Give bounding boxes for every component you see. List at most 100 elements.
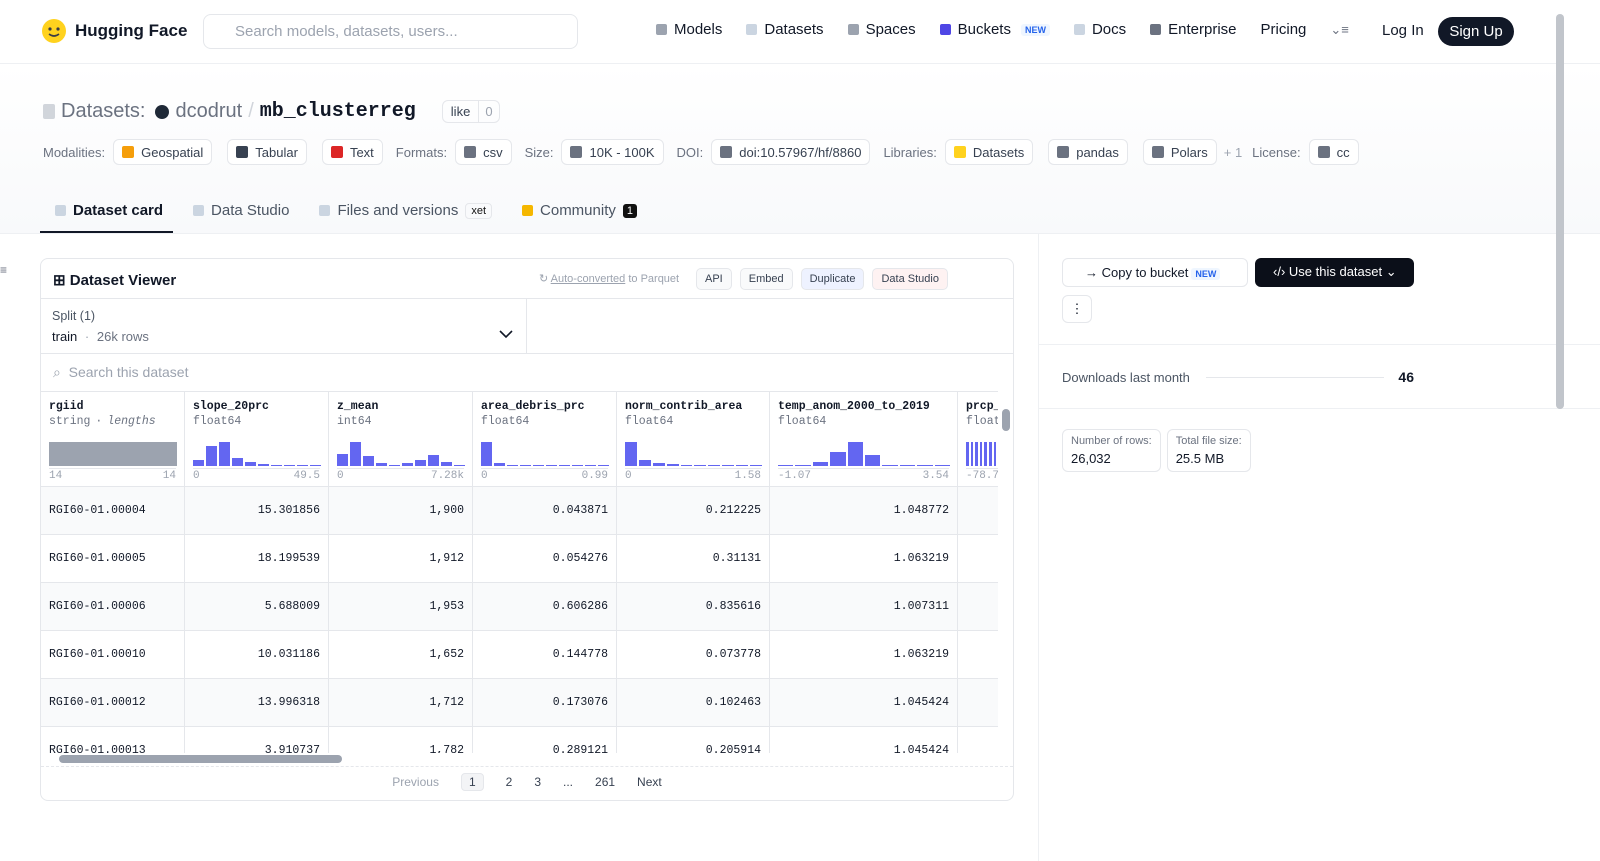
- tab[interactable]: Files and versions xet: [304, 196, 507, 234]
- histogram-bar[interactable]: [284, 465, 295, 466]
- meta-tag[interactable]: Polars: [1142, 139, 1217, 165]
- column-name[interactable]: z_mean: [337, 400, 379, 413]
- cell[interactable]: RGI60-01.00012: [41, 679, 184, 727]
- meta-tag[interactable]: Text: [321, 139, 383, 165]
- histogram-bar[interactable]: [966, 442, 969, 466]
- cell[interactable]: 1,782: [329, 727, 472, 753]
- cell[interactable]: 13.996318: [185, 679, 328, 727]
- cell[interactable]: RGI60-01.00006: [41, 583, 184, 631]
- split-select[interactable]: Split (1) train · 26k rows: [41, 299, 527, 354]
- cell[interactable]: 0.043871: [473, 487, 616, 535]
- search-input[interactable]: Search models, datasets, users...: [203, 14, 578, 49]
- histogram-bar[interactable]: [680, 465, 693, 466]
- viewer-action[interactable]: API: [696, 268, 732, 290]
- histogram-bar[interactable]: [736, 465, 749, 466]
- histogram-bar[interactable]: [722, 465, 735, 466]
- histogram-bar[interactable]: [917, 465, 933, 466]
- histogram-bar[interactable]: [258, 464, 269, 466]
- meta-tag[interactable]: Geospatial: [113, 139, 213, 165]
- histogram-bar[interactable]: [847, 442, 863, 466]
- cell[interactable]: RGI60-01.00013: [41, 727, 184, 753]
- column-name[interactable]: rgiid: [49, 400, 84, 413]
- cell[interactable]: RGI60-01.00004: [41, 487, 184, 535]
- brand[interactable]: Hugging Face: [75, 21, 188, 40]
- histogram-bar[interactable]: [520, 465, 531, 466]
- pager-page[interactable]: 1: [460, 773, 484, 791]
- cell[interactable]: 0.31131: [617, 535, 769, 583]
- cell[interactable]: RGI60-01.00010: [41, 631, 184, 679]
- histogram-bar[interactable]: [350, 442, 361, 466]
- nav-link[interactable]: Spaces: [847, 21, 916, 38]
- nav-link[interactable]: Datasets: [746, 21, 824, 38]
- column-name[interactable]: norm_contrib_area: [625, 400, 743, 413]
- histogram-bar[interactable]: [376, 463, 387, 466]
- histogram-bar[interactable]: [533, 465, 544, 466]
- pager-page[interactable]: ...: [563, 775, 574, 789]
- meta-tag[interactable]: doi:10.57967/hf/8860: [711, 139, 871, 165]
- meta-tag[interactable]: Datasets: [944, 139, 1034, 165]
- histogram-bar[interactable]: [389, 465, 400, 466]
- histogram-bar[interactable]: [415, 460, 426, 466]
- login[interactable]: Log In: [1382, 22, 1424, 39]
- viewer-action[interactable]: Embed: [739, 268, 793, 290]
- column-name[interactable]: temp_anom_2000_to_2019: [778, 400, 930, 413]
- h-thumb[interactable]: [59, 755, 342, 763]
- histogram-bar[interactable]: [232, 458, 243, 466]
- histogram-bar[interactable]: [454, 465, 465, 466]
- column-name[interactable]: prcp_: [966, 400, 998, 413]
- histogram-bar[interactable]: [337, 454, 348, 466]
- histogram-bar[interactable]: [899, 465, 916, 466]
- histogram-bar[interactable]: [598, 465, 609, 466]
- nav-link[interactable]: Models: [656, 21, 722, 38]
- pager-page[interactable]: 261: [595, 775, 616, 789]
- nav-more[interactable]: ⌄≡: [1330, 21, 1349, 37]
- histogram-bar[interactable]: [934, 465, 950, 466]
- cell[interactable]: 1.007311: [770, 583, 957, 631]
- cell[interactable]: 1,900: [329, 487, 472, 535]
- tab[interactable]: Community 1: [507, 196, 652, 234]
- cell[interactable]: 10.031186: [185, 631, 328, 679]
- column-name[interactable]: slope_20prc: [193, 400, 269, 413]
- histogram-bar[interactable]: [830, 452, 846, 466]
- cell[interactable]: 1.045424: [770, 727, 957, 753]
- histogram-bar[interactable]: [585, 465, 596, 466]
- cell[interactable]: 15.301856: [185, 487, 328, 535]
- cell[interactable]: [958, 535, 998, 583]
- cell[interactable]: 1.063219: [770, 535, 957, 583]
- cell[interactable]: [958, 727, 998, 753]
- page-scrollbar[interactable]: [1556, 14, 1564, 409]
- histogram-bar[interactable]: [441, 462, 452, 466]
- histogram-bar[interactable]: [402, 463, 413, 466]
- cell[interactable]: 3.910737: [185, 727, 328, 753]
- cell[interactable]: 18.199539: [185, 535, 328, 583]
- cell[interactable]: 0.212225: [617, 487, 769, 535]
- toc-icon[interactable]: ≡: [0, 263, 8, 277]
- meta-tag[interactable]: cc: [1308, 139, 1359, 165]
- h-scrollbar[interactable]: [41, 753, 1013, 767]
- histogram-bar[interactable]: [625, 442, 637, 466]
- pager-next[interactable]: Next: [637, 775, 662, 789]
- cell[interactable]: 5.688009: [185, 583, 328, 631]
- cell[interactable]: 1,912: [329, 535, 472, 583]
- viewer-action[interactable]: Duplicate: [800, 268, 865, 290]
- histogram-bar[interactable]: [206, 446, 217, 466]
- auto-converted-link[interactable]: Auto-converted: [550, 273, 626, 285]
- histogram-bar[interactable]: [572, 465, 583, 466]
- tab[interactable]: Dataset card: [40, 196, 178, 234]
- histogram-bar[interactable]: [638, 460, 651, 466]
- histogram-bar[interactable]: [193, 460, 204, 466]
- signup[interactable]: Sign Up: [1438, 17, 1514, 46]
- histogram-bar[interactable]: [975, 442, 978, 466]
- cell[interactable]: 0.144778: [473, 631, 616, 679]
- cell[interactable]: 0.289121: [473, 727, 616, 753]
- histogram-bar[interactable]: [979, 442, 983, 466]
- histogram-bar[interactable]: [778, 465, 794, 466]
- cell[interactable]: 1,712: [329, 679, 472, 727]
- histogram-bar[interactable]: [652, 463, 665, 466]
- meta-tag[interactable]: pandas: [1048, 139, 1128, 165]
- viewer-action[interactable]: Data Studio: [872, 268, 948, 290]
- more-button[interactable]: ⋮: [1062, 295, 1092, 323]
- cell[interactable]: [958, 583, 998, 631]
- meta-tag[interactable]: csv: [455, 139, 512, 165]
- histogram-bar[interactable]: [297, 465, 308, 466]
